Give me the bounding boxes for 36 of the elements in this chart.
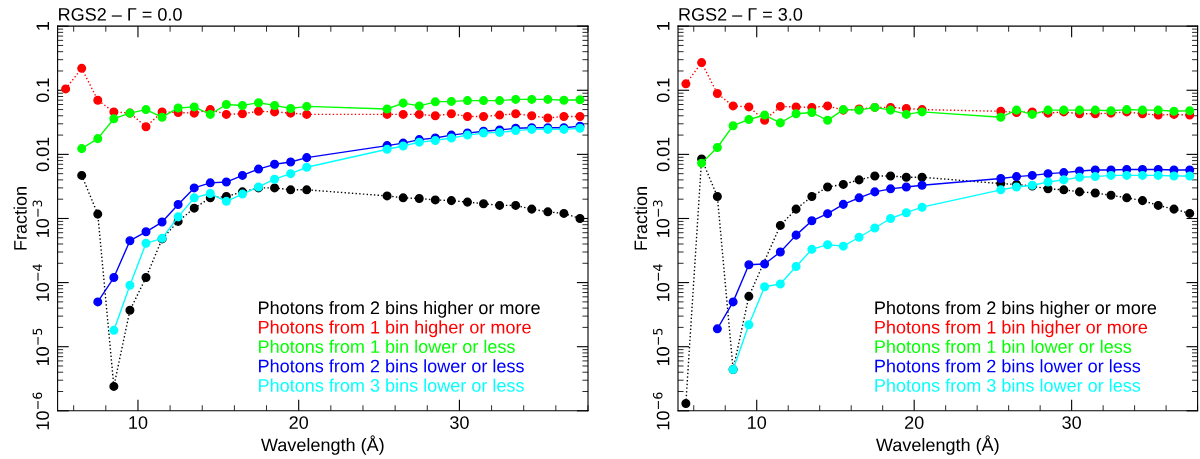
y-tick-label: 0.01 [656,137,670,172]
text: Photons from 1 bin higher or more [259,320,531,338]
text: Photons from 2 bins lower or less [259,359,524,373]
y-tick-label: 10$^{−6}$ [652,392,670,430]
text: Photons from 3 bins lower or less [875,378,1141,392]
y-axis-title: Fraction [13,187,27,250]
text: Photons from 2 bins lower or less [875,359,1141,373]
legend-label: Photons from 2 bins higher or more [259,300,540,318]
y-tick-label: 1 [36,22,49,30]
y-tick-label: 10$^{−6}$ [32,392,50,430]
x-tick-label: 30 [1062,416,1081,429]
y-tick-label: 0.1 [656,78,670,103]
x-tick-label: 20 [905,416,924,429]
y-tick-label: 1 [656,22,670,30]
y-axis-title: Fraction [633,187,648,250]
y-tick-label: 0.1 [36,78,50,103]
y-tick-label: 10$^{−3}$ [32,200,50,237]
chart-title: RGS2 – Γ = 0.0 [59,8,182,21]
chart-title: RGS2 – Γ = 3.0 [679,8,803,21]
text: Photons from 1 bin higher or more [875,320,1148,338]
x-tick-label: 10 [748,416,767,429]
y-tick-label: 10$^{−4}$ [32,264,50,301]
text: Photons from 1 bin lower or less [875,339,1132,353]
y-tick-label: 10$^{−5}$ [32,328,50,366]
y-tick-label: 10$^{−5}$ [653,328,670,366]
x-tick-label: 30 [450,416,469,429]
x-axis-title: Wavelength (Å) [261,435,384,455]
x-tick-label: 10 [129,416,148,429]
y-tick-label: 10$^{−4}$ [653,264,670,301]
x-tick-label: 20 [289,416,309,429]
text: Photons from 1 bin lower or less [259,339,515,353]
x-axis-title: Wavelength (Å) [876,435,999,455]
y-tick-label: 10$^{−3}$ [652,200,670,237]
legend-label: Photons from 2 bins higher or more [875,300,1157,318]
text: Photons from 3 bins lower or less [259,378,524,392]
y-tick-label: 0.01 [36,137,50,172]
